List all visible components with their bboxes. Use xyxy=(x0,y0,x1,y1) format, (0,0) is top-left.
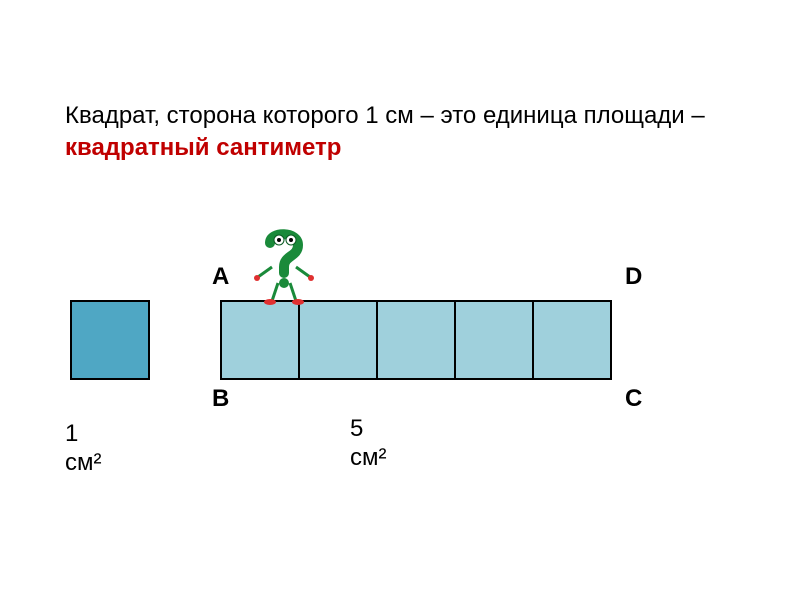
heading: Квадрат, сторона которого 1 см – это еди… xyxy=(65,100,705,165)
vertex-d-label: D xyxy=(625,263,642,291)
vertex-c-label: С xyxy=(625,385,642,413)
heading-accent: квадратный сантиметр xyxy=(65,134,341,161)
unit-square xyxy=(70,300,150,380)
rectangle-cell xyxy=(376,300,456,380)
rectangle-caption: 5 см² xyxy=(350,415,387,473)
rectangle-abcd xyxy=(220,300,612,380)
vertex-a-label: А xyxy=(212,263,229,291)
rectangle-row xyxy=(220,300,612,380)
rectangle-cell xyxy=(454,300,534,380)
rectangle-cell xyxy=(532,300,612,380)
heading-pre: Квадрат, сторона которого 1 см – это еди… xyxy=(65,102,705,129)
rectangle-cell xyxy=(220,300,300,380)
unit-square-caption: 1 см² xyxy=(65,420,102,478)
vertex-b-label: В xyxy=(212,385,229,413)
rectangle-cell xyxy=(298,300,378,380)
question-mark-mascot-icon xyxy=(250,225,320,310)
